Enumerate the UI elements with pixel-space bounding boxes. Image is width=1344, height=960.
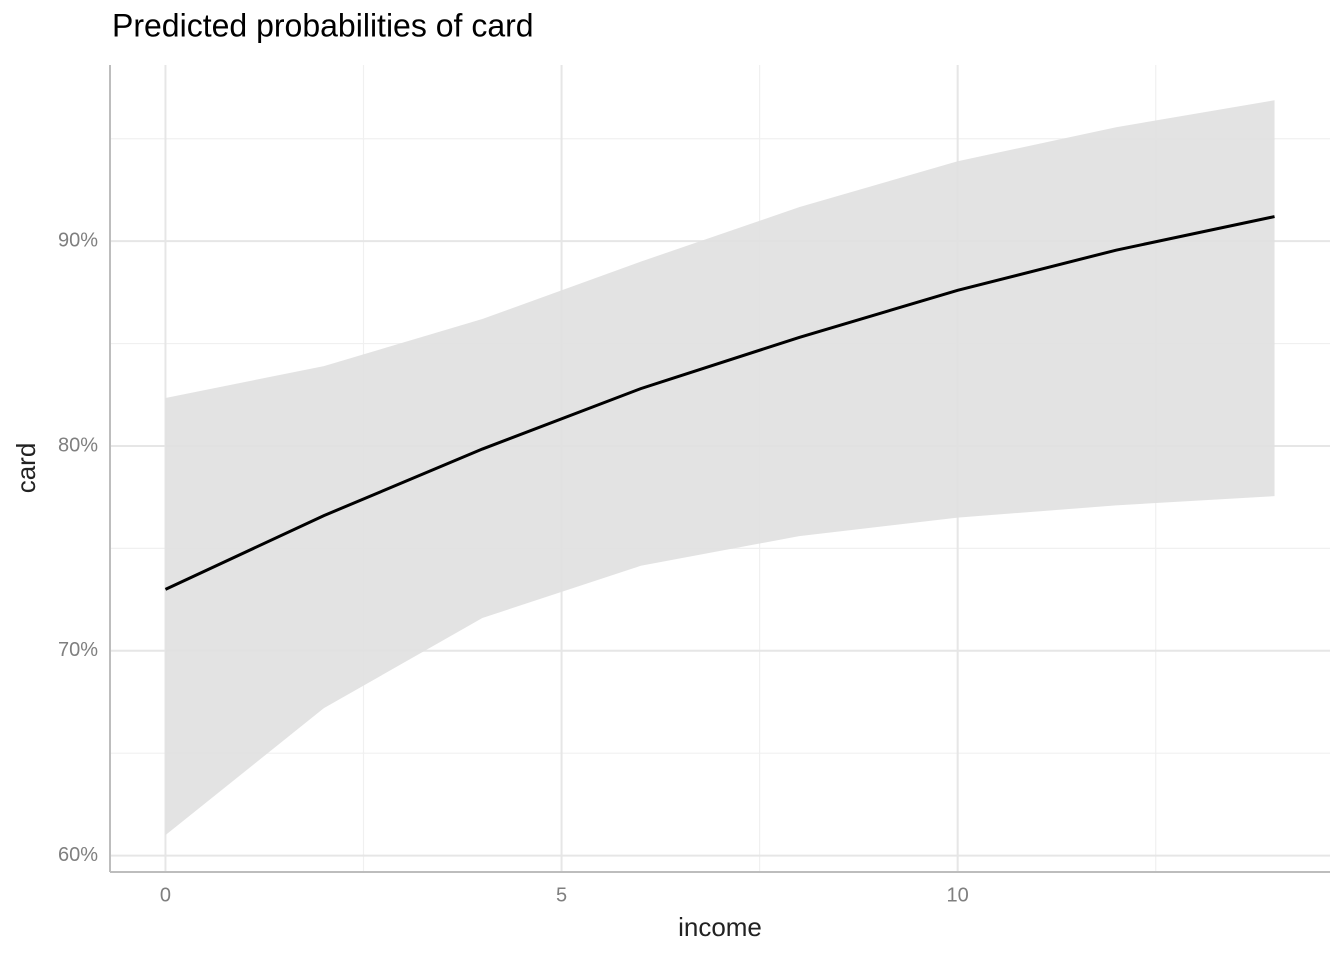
chart-title: Predicted probabilities of card [112,7,534,43]
y-axis-title: card [11,443,41,494]
x-tick-label: 10 [947,884,969,906]
line [164,215,1275,591]
confidence-band [165,100,1275,836]
y-tick-label: 70% [58,639,98,661]
x-tick-label: 0 [160,884,171,906]
y-tick-label: 90% [58,229,98,251]
y-tick-label: 80% [58,434,98,456]
y-tick-label: 60% [58,844,98,866]
x-tick-label: 5 [556,884,567,906]
x-axis-title: income [678,912,762,942]
